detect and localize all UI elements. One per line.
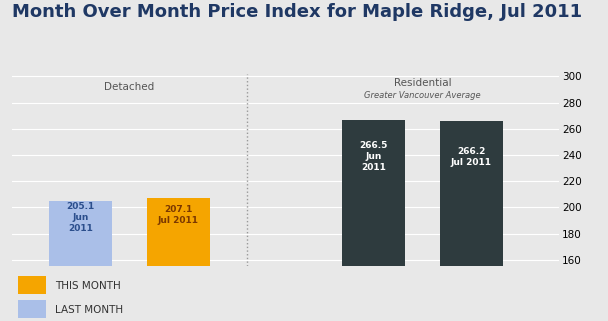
Text: THIS MONTH: THIS MONTH [55, 281, 120, 291]
Text: 207.1
Jul 2011: 207.1 Jul 2011 [157, 205, 199, 225]
Bar [49, 201, 112, 266]
Text: Month Over Month Price Index for Maple Ridge, Jul 2011: Month Over Month Price Index for Maple R… [12, 3, 582, 21]
Bar [147, 198, 210, 266]
Text: Residential: Residential [394, 78, 451, 88]
Text: LAST MONTH: LAST MONTH [55, 305, 123, 315]
Bar [440, 121, 503, 266]
Text: 266.5
Jun
2011: 266.5 Jun 2011 [359, 141, 388, 172]
Text: 205.1
Jun
2011: 205.1 Jun 2011 [66, 202, 95, 233]
Bar [342, 120, 406, 266]
Text: 266.2
Jul 2011: 266.2 Jul 2011 [451, 147, 492, 167]
Text: Greater Vancouver Average: Greater Vancouver Average [364, 91, 481, 100]
Text: Detached: Detached [105, 82, 154, 91]
